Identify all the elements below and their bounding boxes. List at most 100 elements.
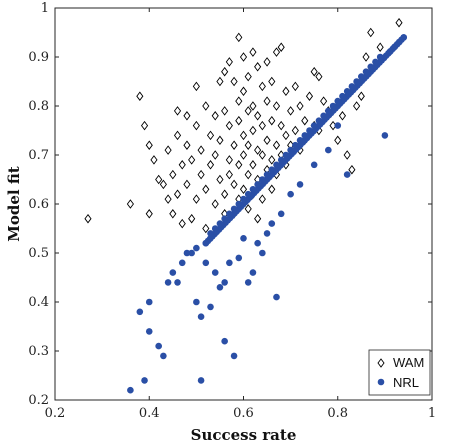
wam-point: [183, 111, 191, 121]
nrl-point: [386, 48, 393, 56]
wam-point: [183, 140, 191, 150]
wam-point: [244, 71, 252, 82]
wam-point: [178, 160, 186, 170]
nrl-point: [320, 112, 327, 120]
nrl-point: [127, 386, 134, 394]
wam-point: [272, 47, 281, 57]
nrl-point: [235, 200, 243, 208]
wam-point: [188, 155, 196, 165]
wam-point: [188, 213, 196, 224]
wam-point: [263, 96, 271, 106]
wam-point: [225, 120, 233, 131]
x-tick-label: 0.4: [139, 406, 160, 421]
nrl-point: [145, 328, 153, 335]
wam-point: [315, 71, 323, 82]
wam-point: [263, 135, 271, 146]
nrl-point: [240, 235, 247, 242]
wam-point: [296, 101, 304, 111]
wam-point: [230, 179, 238, 190]
wam-point: [367, 27, 375, 38]
nrl-point: [244, 279, 252, 286]
y-axis-ticks: 0.2 0.3 0.4 0.5 0.6 0.7 0.8 0.9 1: [28, 1, 432, 408]
wam-point: [173, 189, 182, 199]
wam-point: [287, 106, 295, 116]
wam-point: [192, 81, 200, 92]
wam-point: [216, 135, 224, 146]
wam-point: [254, 145, 262, 155]
wam-point: [164, 145, 172, 155]
nrl-point: [329, 102, 337, 110]
wam-point: [202, 184, 210, 195]
nrl-point: [174, 279, 181, 286]
nrl-point: [193, 298, 200, 306]
wam-point: [159, 179, 167, 190]
nrl-point: [259, 249, 266, 257]
wam-point: [277, 42, 285, 52]
wam-point: [84, 213, 92, 224]
nrl-point: [202, 239, 210, 247]
nrl-point: [391, 43, 398, 51]
wam-point: [249, 101, 257, 111]
wam-point: [221, 66, 229, 77]
wam-point: [145, 140, 153, 150]
wam-point: [258, 150, 266, 160]
nrl-point: [141, 377, 148, 384]
wam-point: [136, 91, 144, 101]
wam-point: [244, 169, 252, 180]
y-axis-label: Model fit: [5, 166, 23, 241]
wam-point: [239, 86, 248, 97]
nrl-point: [395, 39, 403, 46]
wam-point: [221, 106, 229, 116]
nrl-point: [164, 279, 172, 286]
nrl-point: [197, 313, 205, 321]
y-tick-label: 0.2: [28, 393, 49, 408]
nrl-point: [334, 122, 342, 129]
wam-point: [268, 155, 276, 165]
wam-point: [155, 174, 163, 185]
nrl-point: [145, 298, 153, 306]
wam-point: [249, 47, 257, 57]
wam-point: [225, 57, 233, 67]
wam-point: [320, 96, 328, 106]
wam-point: [263, 57, 271, 67]
nrl-point: [211, 225, 219, 232]
nrl-point: [221, 279, 228, 286]
nrl-point: [273, 293, 280, 301]
wam-point: [268, 115, 276, 126]
nrl-point: [315, 117, 323, 124]
y-tick-label: 0.3: [28, 344, 49, 359]
nrl-point: [230, 352, 238, 360]
wam-point: [258, 194, 266, 204]
x-axis-ticks: 0.2 0.4 0.6 0.8 1: [45, 8, 436, 421]
nrl-point: [296, 181, 304, 188]
nrl-point: [263, 171, 271, 178]
wam-point: [254, 62, 262, 72]
wam-point: [258, 81, 266, 92]
wam-point: [202, 223, 210, 234]
nrl-series: [127, 34, 408, 394]
wam-point: [357, 91, 365, 101]
wam-point: [225, 169, 233, 180]
legend-nrl-marker: [377, 378, 385, 386]
wam-point: [206, 130, 215, 141]
nrl-point: [310, 122, 318, 129]
legend-wam-marker: [377, 358, 385, 368]
nrl-point: [254, 181, 261, 188]
wam-point: [225, 155, 233, 165]
nrl-point: [325, 146, 332, 154]
wam-point: [334, 135, 342, 146]
nrl-point: [226, 210, 233, 218]
nrl-point: [202, 259, 210, 267]
wam-point: [291, 125, 299, 136]
x-axis-label: Success rate: [191, 426, 297, 444]
wam-point: [272, 101, 281, 111]
nrl-point: [207, 230, 214, 237]
wam-point: [150, 155, 158, 165]
nrl-point: [235, 254, 243, 262]
legend-box: [368, 349, 431, 396]
wam-point: [254, 213, 262, 224]
wam-point: [343, 150, 351, 160]
nrl-point: [193, 244, 200, 252]
wam-point: [338, 111, 347, 121]
nrl-point: [197, 377, 205, 384]
